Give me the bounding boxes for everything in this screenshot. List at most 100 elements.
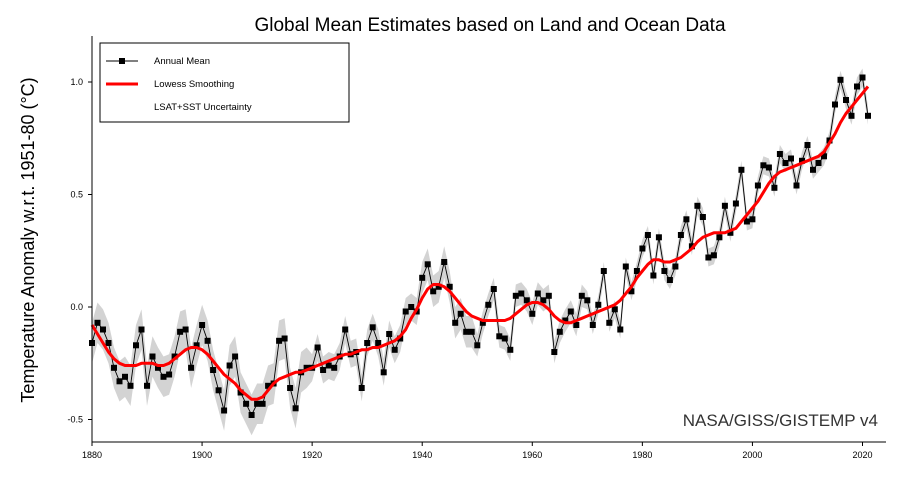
annual-mean-point xyxy=(342,326,349,333)
x-tick-label: 1980 xyxy=(632,450,652,460)
annual-mean-point xyxy=(199,322,206,328)
annual-mean-point xyxy=(133,342,139,349)
annual-mean-point xyxy=(567,308,574,315)
y-tick-label: -0.5 xyxy=(67,415,83,425)
annual-mean-point xyxy=(843,97,849,103)
annual-mean-point xyxy=(441,259,448,265)
annual-mean-point xyxy=(386,331,393,337)
annual-mean-point xyxy=(644,232,651,238)
annual-mean-point xyxy=(259,400,266,407)
annual-mean-point xyxy=(468,328,475,335)
annual-mean-point xyxy=(782,160,789,166)
annual-mean-point xyxy=(639,245,646,252)
annual-mean-point xyxy=(501,335,508,342)
annual-mean-point xyxy=(810,166,816,173)
annual-mean-point xyxy=(303,364,310,371)
legend-lowess-smoothing: Lowess Smoothing xyxy=(154,79,234,90)
legend: Annual Mean Lowess Smoothing LSAT+SST Un… xyxy=(99,42,350,123)
annual-mean-point xyxy=(485,301,492,308)
annual-mean-point xyxy=(545,292,552,299)
annual-mean-point xyxy=(177,328,184,335)
annual-mean-point xyxy=(281,335,288,342)
annual-mean-point xyxy=(419,274,426,281)
annual-mean-point xyxy=(854,83,860,90)
annual-mean-point xyxy=(369,324,376,331)
annual-mean-point xyxy=(204,337,211,344)
legend-annual-mean: Annual Mean xyxy=(154,56,210,67)
annual-mean-point xyxy=(578,292,585,299)
annual-mean-point xyxy=(496,333,503,340)
annual-mean-point xyxy=(743,218,750,225)
chart-title: Global Mean Estimates based on Land and … xyxy=(254,15,726,36)
annual-mean-point xyxy=(551,349,558,355)
y-axis-label: Temperature Anomaly w.r.t. 1951-80 (°C) xyxy=(18,77,38,402)
annual-mean-point xyxy=(320,367,327,373)
x-axis-ticks: 1880 1900 1920 1940 1960 1980 2000 2020 xyxy=(82,442,873,460)
annual-mean-point xyxy=(248,412,255,418)
annual-mean-point xyxy=(600,268,607,274)
annual-mean-point xyxy=(446,283,453,290)
annual-mean-point xyxy=(523,297,530,304)
annual-mean-point xyxy=(694,202,701,209)
annual-mean-point xyxy=(832,101,838,108)
annual-mean-point xyxy=(424,261,431,268)
annual-mean-point xyxy=(705,254,712,261)
annual-mean-point xyxy=(144,382,150,389)
annual-mean-point xyxy=(215,387,222,394)
annual-mean-point xyxy=(226,362,233,369)
y-axis-ticks: -0.5 0.0 0.5 1.0 xyxy=(67,77,92,425)
annual-mean-point xyxy=(804,142,811,148)
x-tick-label: 1880 xyxy=(82,450,102,460)
annual-mean-point xyxy=(788,155,794,162)
annual-mean-point xyxy=(562,317,569,324)
annual-mean-point xyxy=(512,292,519,299)
annual-mean-point xyxy=(815,160,822,166)
annual-mean-point xyxy=(380,369,387,376)
annual-mean-point xyxy=(402,308,409,315)
annual-mean-point xyxy=(221,407,228,414)
annual-mean-point xyxy=(622,263,629,270)
annual-mean-point xyxy=(749,216,756,223)
annual-mean-point xyxy=(182,326,189,333)
annual-mean-point xyxy=(457,310,464,317)
annual-mean-point xyxy=(611,306,618,313)
annual-mean-point xyxy=(556,328,563,335)
annual-mean-point xyxy=(358,385,365,391)
annual-mean-point xyxy=(287,385,294,391)
annual-mean-point xyxy=(265,382,272,389)
annual-mean-markers xyxy=(89,74,871,418)
annual-mean-point xyxy=(776,151,783,157)
legend-annual-marker-icon xyxy=(119,58,125,64)
x-tick-label: 2000 xyxy=(742,450,762,460)
annual-mean-point xyxy=(859,74,866,81)
annual-mean-point xyxy=(534,290,541,297)
annual-mean-point xyxy=(408,304,415,310)
annual-mean-point xyxy=(754,182,761,189)
annual-mean-point xyxy=(243,400,250,407)
annual-mean-point xyxy=(127,382,134,389)
annual-mean-point xyxy=(727,229,734,236)
credit-label: NASA/GISS/GISTEMP v4 xyxy=(683,411,878,430)
annual-mean-point xyxy=(710,252,717,259)
annual-mean-point xyxy=(463,328,470,335)
annual-mean-point xyxy=(490,286,497,292)
annual-mean-point xyxy=(677,232,684,238)
lowess-smoothing-line xyxy=(90,85,870,401)
plot-area xyxy=(89,68,871,436)
annual-mean-point xyxy=(848,112,855,119)
legend-box xyxy=(99,42,350,123)
annual-mean-point xyxy=(666,277,673,283)
x-tick-label: 2020 xyxy=(852,450,872,460)
y-tick-label: 1.0 xyxy=(70,77,83,87)
annual-mean-point xyxy=(721,202,728,209)
annual-mean-point xyxy=(397,335,404,342)
x-tick-label: 1920 xyxy=(302,450,322,460)
annual-mean-point xyxy=(633,268,640,274)
annual-mean-point xyxy=(254,400,261,407)
annual-mean-line xyxy=(91,76,869,417)
annual-mean-point xyxy=(584,297,591,304)
annual-mean-point xyxy=(105,340,112,346)
annual-mean-point xyxy=(683,216,690,223)
annual-mean-point xyxy=(771,184,778,191)
